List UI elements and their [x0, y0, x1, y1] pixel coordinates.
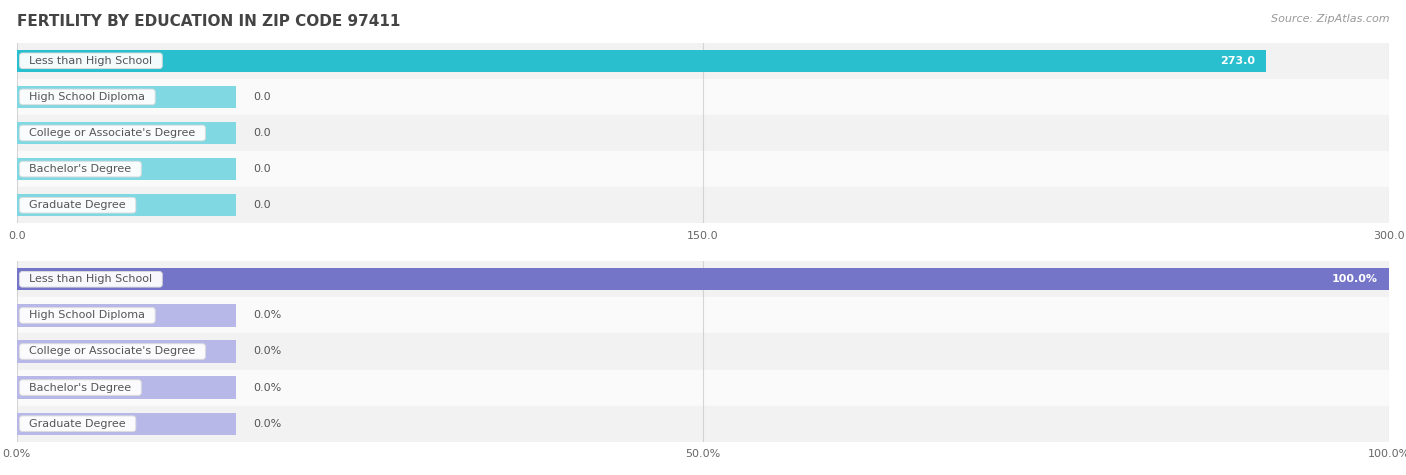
- Bar: [17, 115, 1389, 151]
- Text: Less than High School: Less than High School: [22, 56, 159, 66]
- Bar: [17, 297, 1389, 333]
- Text: FERTILITY BY EDUCATION IN ZIP CODE 97411: FERTILITY BY EDUCATION IN ZIP CODE 97411: [17, 14, 401, 29]
- Text: Bachelor's Degree: Bachelor's Degree: [22, 164, 138, 174]
- Text: Source: ZipAtlas.com: Source: ZipAtlas.com: [1271, 14, 1389, 24]
- Bar: [17, 268, 1389, 291]
- Bar: [17, 151, 1389, 187]
- Bar: [17, 304, 236, 327]
- Bar: [17, 333, 1389, 370]
- Bar: [17, 122, 236, 144]
- Text: 0.0: 0.0: [253, 200, 270, 210]
- Text: 0.0: 0.0: [253, 92, 270, 102]
- Text: 100.0%: 100.0%: [1331, 274, 1378, 285]
- Bar: [17, 261, 1389, 297]
- Text: 273.0: 273.0: [1219, 56, 1254, 66]
- Text: 0.0%: 0.0%: [253, 310, 281, 321]
- Bar: [17, 187, 1389, 223]
- Text: Bachelor's Degree: Bachelor's Degree: [22, 382, 138, 393]
- Bar: [17, 49, 1265, 72]
- Text: Graduate Degree: Graduate Degree: [22, 200, 134, 210]
- Text: 0.0: 0.0: [253, 128, 270, 138]
- Text: College or Associate's Degree: College or Associate's Degree: [22, 346, 202, 357]
- Bar: [17, 370, 1389, 406]
- Text: College or Associate's Degree: College or Associate's Degree: [22, 128, 202, 138]
- Text: 0.0%: 0.0%: [253, 418, 281, 429]
- Text: 0.0: 0.0: [253, 164, 270, 174]
- Text: High School Diploma: High School Diploma: [22, 310, 152, 321]
- Bar: [17, 376, 236, 399]
- Bar: [17, 86, 236, 108]
- Bar: [17, 412, 236, 435]
- Text: 0.0%: 0.0%: [253, 346, 281, 357]
- Text: 0.0%: 0.0%: [253, 382, 281, 393]
- Bar: [17, 79, 1389, 115]
- Text: High School Diploma: High School Diploma: [22, 92, 152, 102]
- Text: Less than High School: Less than High School: [22, 274, 159, 285]
- Text: Graduate Degree: Graduate Degree: [22, 418, 134, 429]
- Bar: [17, 43, 1389, 79]
- Bar: [17, 340, 236, 363]
- Bar: [17, 194, 236, 217]
- Bar: [17, 158, 236, 180]
- Bar: [17, 406, 1389, 442]
